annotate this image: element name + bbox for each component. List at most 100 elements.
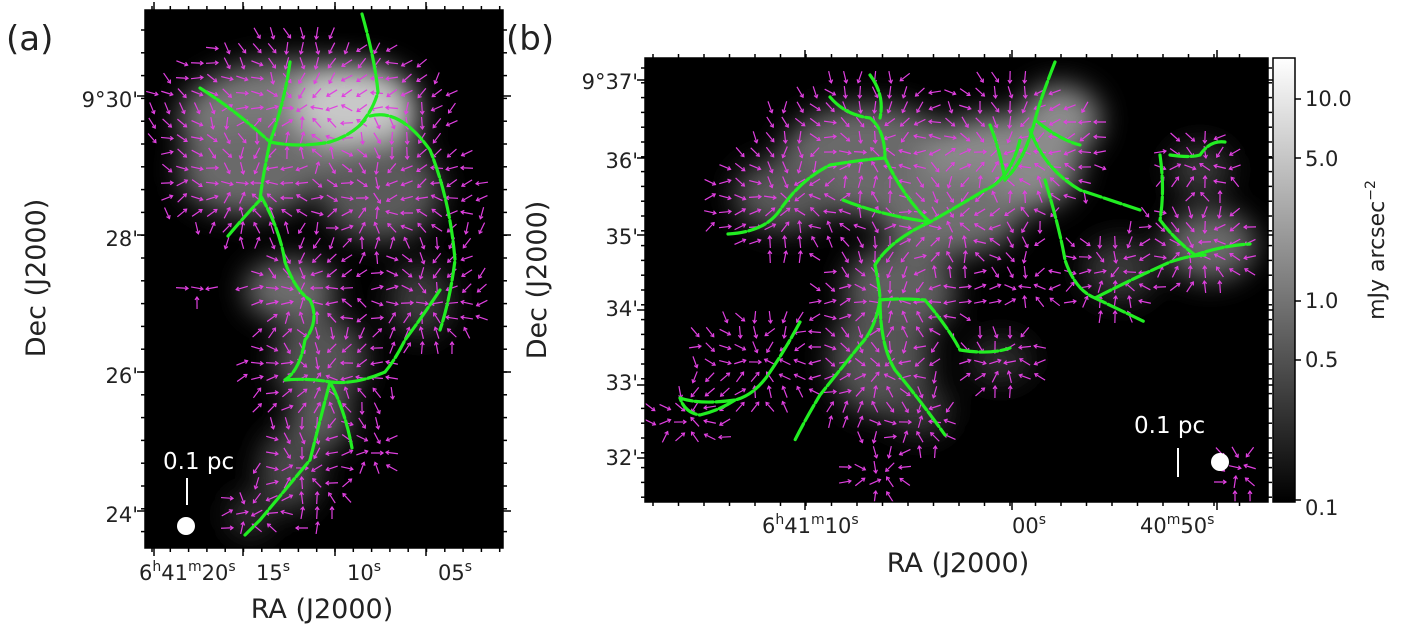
vector-arrowhead (257, 48, 262, 54)
polarization-vector (1081, 101, 1089, 113)
vector-arrowhead (298, 79, 303, 85)
vector-arrowhead (226, 191, 231, 197)
polarization-vector (1187, 206, 1193, 218)
xtick-label: 6h41m10s (762, 512, 859, 538)
polarization-vector (839, 209, 851, 215)
polarization-vector (1139, 253, 1151, 261)
polarization-vector (1023, 295, 1027, 309)
vector-arrowhead (285, 425, 291, 430)
vector-arrowhead (379, 450, 385, 456)
polarization-vector (252, 403, 262, 413)
vector-arrowhead (913, 163, 918, 169)
vector-arrowhead (966, 91, 971, 97)
polarization-vector (240, 522, 244, 534)
vector-arrowhead (288, 464, 294, 469)
polarization-vector (385, 61, 399, 65)
vector-arrowhead (847, 313, 852, 319)
vector-arrowhead (1004, 211, 1009, 216)
polarization-vector (223, 132, 231, 144)
polarization-vector (1023, 265, 1027, 279)
polarization-vector (858, 205, 862, 219)
vector-arrowhead (1247, 489, 1253, 495)
polarization-vector (798, 250, 802, 264)
vector-arrowhead (385, 47, 391, 52)
vector-arrowhead (782, 139, 788, 145)
polarization-vector (299, 57, 305, 69)
polarization-vector (884, 118, 896, 126)
polarization-vector (236, 374, 248, 382)
polarization-vector (869, 419, 881, 425)
vector-arrowhead (755, 371, 760, 376)
vector-arrowhead (319, 211, 324, 217)
vector-arrowhead (1216, 153, 1221, 158)
polarization-vector (690, 386, 700, 398)
vector-arrowhead (982, 298, 987, 304)
vector-arrowhead (768, 184, 774, 189)
vector-arrowhead (872, 244, 878, 250)
vector-arrowhead (259, 105, 265, 111)
vector-arrowhead (797, 234, 803, 240)
polarization-vector (824, 314, 836, 320)
vector-arrowhead (756, 208, 762, 213)
vector-arrowhead (754, 349, 759, 354)
polarization-vector (253, 222, 261, 234)
polarization-vector (946, 191, 954, 203)
polarization-vector (251, 60, 263, 66)
vector-arrowhead (385, 181, 390, 187)
vector-arrowhead (796, 169, 802, 174)
polarization-vector (765, 402, 775, 412)
polarization-vector (959, 148, 971, 156)
polarization-vector (448, 102, 456, 114)
polarization-vector (403, 237, 411, 249)
polarization-vector (1244, 464, 1256, 470)
vector-arrowhead (416, 209, 421, 214)
polarization-vector (886, 251, 894, 263)
vector-arrowhead (300, 65, 306, 70)
vector-arrowhead (871, 190, 876, 196)
polarization-vector (839, 298, 851, 306)
polarization-vector (340, 316, 354, 320)
polarization-vector (344, 42, 350, 54)
polarization-vector (1124, 254, 1136, 260)
polarization-vector (989, 254, 1001, 260)
colorbar-label: mJy arcsec−2 (1363, 180, 1390, 320)
vector-arrowhead (883, 373, 889, 378)
polarization-vector (1049, 193, 1061, 201)
vector-arrowhead (460, 299, 465, 305)
vector-arrowhead (311, 134, 316, 139)
vector-arrowhead (273, 313, 278, 318)
vector-arrowhead (884, 121, 889, 127)
polarization-vector (929, 134, 941, 140)
polarization-vector (251, 285, 263, 291)
vector-arrowhead (238, 236, 244, 241)
polarization-vector (375, 161, 379, 175)
vector-arrowhead (888, 79, 894, 84)
polarization-vector (342, 238, 352, 248)
vector-arrowhead (952, 90, 957, 96)
vector-arrowhead (741, 208, 747, 213)
polarization-vector (914, 164, 926, 170)
vector-arrowhead (386, 93, 391, 98)
polarization-vector (405, 102, 409, 114)
polarization-vector (975, 117, 985, 127)
vector-arrowhead (861, 373, 867, 378)
polarization-vector (884, 224, 896, 230)
vector-arrowhead (259, 76, 264, 81)
filament (226, 195, 287, 264)
vector-arrowhead (251, 193, 256, 198)
polarization-vector (975, 252, 985, 262)
vector-arrowhead (920, 197, 925, 203)
polarization-vector (1128, 220, 1132, 234)
polarization-vector (1064, 149, 1076, 155)
polarization-vector (205, 286, 219, 290)
polarization-vector (326, 89, 338, 97)
polarization-vector (794, 117, 806, 127)
polarization-vector (779, 358, 791, 366)
polarization-vector (341, 466, 353, 470)
polarization-vector (1170, 132, 1180, 142)
polarization-vector (386, 194, 398, 202)
vector-arrowhead (210, 125, 216, 130)
polarization-vector (314, 342, 320, 354)
vector-arrowhead (299, 425, 305, 431)
vector-arrowhead (861, 466, 867, 471)
